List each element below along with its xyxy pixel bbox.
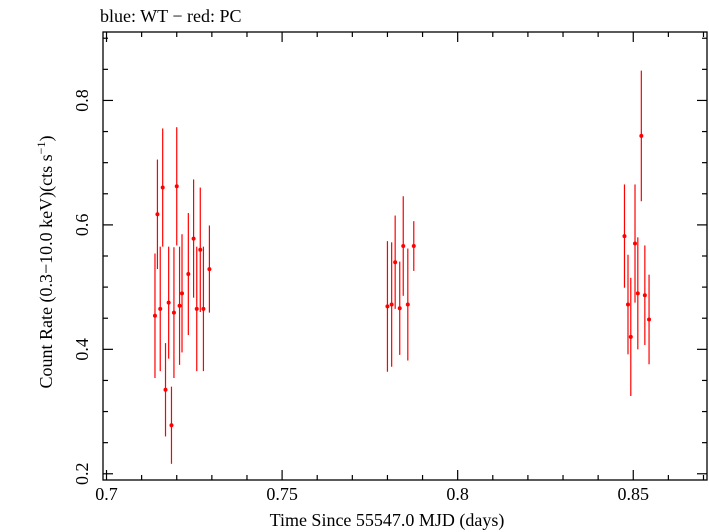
data-point xyxy=(163,387,168,392)
y-axis-label-main: Count Rate (0.3−10.0 keV)(cts s xyxy=(36,154,57,388)
x-tick-label: 0.75 xyxy=(266,484,298,504)
data-point xyxy=(160,185,165,190)
data-point xyxy=(174,184,179,189)
data-point xyxy=(171,310,176,315)
data-point xyxy=(194,306,199,311)
data-point xyxy=(389,302,394,307)
data-point xyxy=(198,247,203,252)
y-tick-label: 0.6 xyxy=(72,214,92,237)
y-tick-label: 0.8 xyxy=(72,89,92,112)
data-point xyxy=(633,241,638,246)
data-point xyxy=(411,244,416,249)
chart-title: blue: WT − red: PC xyxy=(100,6,241,26)
y-axis-label-exponent: −1 xyxy=(34,142,48,155)
data-point xyxy=(152,313,157,318)
data-point xyxy=(642,293,647,298)
y-tick-label: 0.4 xyxy=(72,338,92,361)
data-point xyxy=(625,302,630,307)
data-point xyxy=(393,260,398,265)
y-axis-label: Count Rate (0.3−10.0 keV)(cts s−1) xyxy=(34,136,57,389)
x-tick-label: 0.7 xyxy=(95,484,118,504)
y-tick-label: 0.2 xyxy=(72,463,92,486)
data-point xyxy=(385,304,390,309)
data-point xyxy=(647,317,652,322)
x-tick-label: 0.8 xyxy=(446,484,469,504)
data-point xyxy=(207,267,212,272)
data-point xyxy=(180,291,185,296)
data-point xyxy=(169,423,174,428)
data-point xyxy=(191,236,196,241)
data-point xyxy=(155,212,160,217)
y-axis-label-close: ) xyxy=(36,136,57,142)
data-point xyxy=(186,272,191,277)
data-point xyxy=(166,300,171,305)
x-axis: 0.7 0.75 0.8 0.85 xyxy=(95,32,705,504)
x-tick-label: 0.85 xyxy=(618,484,650,504)
data-point xyxy=(158,306,163,311)
data-point xyxy=(628,334,633,339)
data-point xyxy=(405,302,410,307)
x-axis-label: Time Since 55547.0 MJD (days) xyxy=(270,510,505,531)
data-points xyxy=(152,70,652,464)
data-point xyxy=(622,234,627,239)
data-point xyxy=(635,291,640,296)
data-point xyxy=(397,306,402,311)
data-point xyxy=(401,244,406,249)
data-point xyxy=(639,133,644,138)
data-point xyxy=(177,303,182,308)
data-point xyxy=(201,306,206,311)
y-axis: 0.2 0.4 0.6 0.8 xyxy=(72,37,707,486)
